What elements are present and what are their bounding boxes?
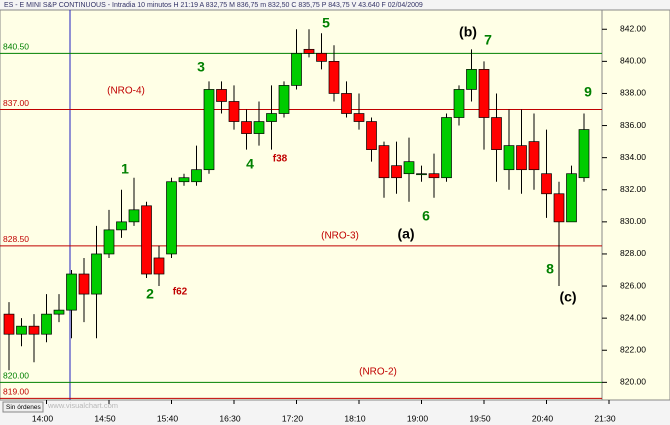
annotation: 9 [584,84,592,100]
orders-button[interactable] [2,401,44,413]
candle-body [66,273,77,311]
candle-body [478,69,490,118]
candle-body [41,313,52,335]
y-tick-label: 826.00 [620,280,646,290]
candle-body [541,173,552,195]
candle-body [178,177,190,183]
candle-body [428,173,440,179]
candle-body [191,169,202,183]
candle-body [278,85,290,114]
x-tick-label: 20:40 [532,413,554,423]
x-tick-label: 16:30 [219,413,241,423]
candle-body [528,141,540,171]
level-label: 819.00 [3,387,29,397]
y-tick-label: 834.00 [620,152,646,162]
y-tick-label: 832.00 [620,184,646,194]
candle-body [291,52,302,86]
annotation: (NRO-2) [359,367,397,378]
price-axis [601,9,670,401]
candle-body [128,209,140,223]
y-tick-label: 842.00 [620,24,646,34]
y-tick-label: 828.00 [620,248,646,258]
candle-body [316,52,327,62]
candle-body [516,145,527,171]
y-tick-label: 840.00 [620,56,646,66]
x-tick-label: 14:50 [94,413,116,423]
candle-body [116,221,127,231]
candle-body [403,161,415,175]
candle-body [228,101,240,122]
x-tick-label: 15:40 [157,413,179,423]
candle-body [203,89,215,171]
annotation: 7 [484,32,492,48]
candle-body [53,309,65,315]
annotation: f38 [273,154,288,165]
candle-body [78,273,90,295]
candle-body [141,205,152,275]
candle-body [328,61,340,94]
annotation: (b) [459,24,477,40]
candle-body [503,145,515,171]
annotation: (NRO-3) [321,231,359,242]
annotation: 6 [422,208,430,224]
candle-body [553,193,565,223]
annotation: 8 [546,261,554,277]
candle-body [3,313,15,335]
level-label: 828.50 [3,234,29,244]
candle-body [453,89,465,118]
annotation: (a) [397,226,414,242]
annotation: (NRO-4) [107,86,145,97]
y-tick-label: 838.00 [620,88,646,98]
candle-body [578,129,590,179]
candle-body [391,165,402,179]
candle-body [166,181,177,255]
candle-body [103,229,115,255]
candle-body [378,145,390,179]
x-tick-label: 17:20 [282,413,304,423]
candle-body [416,173,427,176]
orders-button-label[interactable]: Sin órdenes [6,404,41,411]
candle-body [253,121,265,134]
level-label: 840.50 [3,42,29,52]
x-tick-label: 18:10 [344,413,366,423]
candle-body [241,121,252,134]
annotation: 4 [246,156,254,172]
chart-title: ES - E MINI S&P CONTINUOUS - Intradia 10… [4,2,423,9]
y-tick-label: 836.00 [620,120,646,130]
candle-body [353,113,365,122]
annotation: 3 [197,59,205,75]
annotation: 1 [121,161,129,177]
annotation: 5 [322,15,330,31]
x-tick-label: 14:00 [32,413,54,423]
x-tick-label: 21:30 [594,413,616,423]
candle-body [153,257,165,275]
candle-body [303,48,315,54]
y-tick-label: 824.00 [620,312,646,322]
level-label: 837.00 [3,98,29,108]
candle-body [28,325,40,335]
candle-body [566,173,577,223]
candle-body [366,121,377,150]
y-tick-label: 830.00 [620,216,646,226]
candle-body [466,69,477,90]
y-tick-label: 820.00 [620,377,646,387]
x-tick-label: 19:50 [469,413,491,423]
x-tick-label: 19:00 [407,413,429,423]
y-tick-label: 822.00 [620,344,646,354]
level-label: 820.00 [3,371,29,381]
candle-body [266,113,277,122]
candle-body [16,325,27,335]
candle-body [441,117,452,179]
annotation: (c) [559,289,576,305]
annotation: f62 [173,287,188,298]
candle-body [491,117,502,150]
candle-body [216,89,227,102]
annotation: 2 [146,286,154,302]
watermark: www.visualchart.com [47,401,118,410]
candle-body [91,253,102,295]
candle-body [341,93,352,114]
